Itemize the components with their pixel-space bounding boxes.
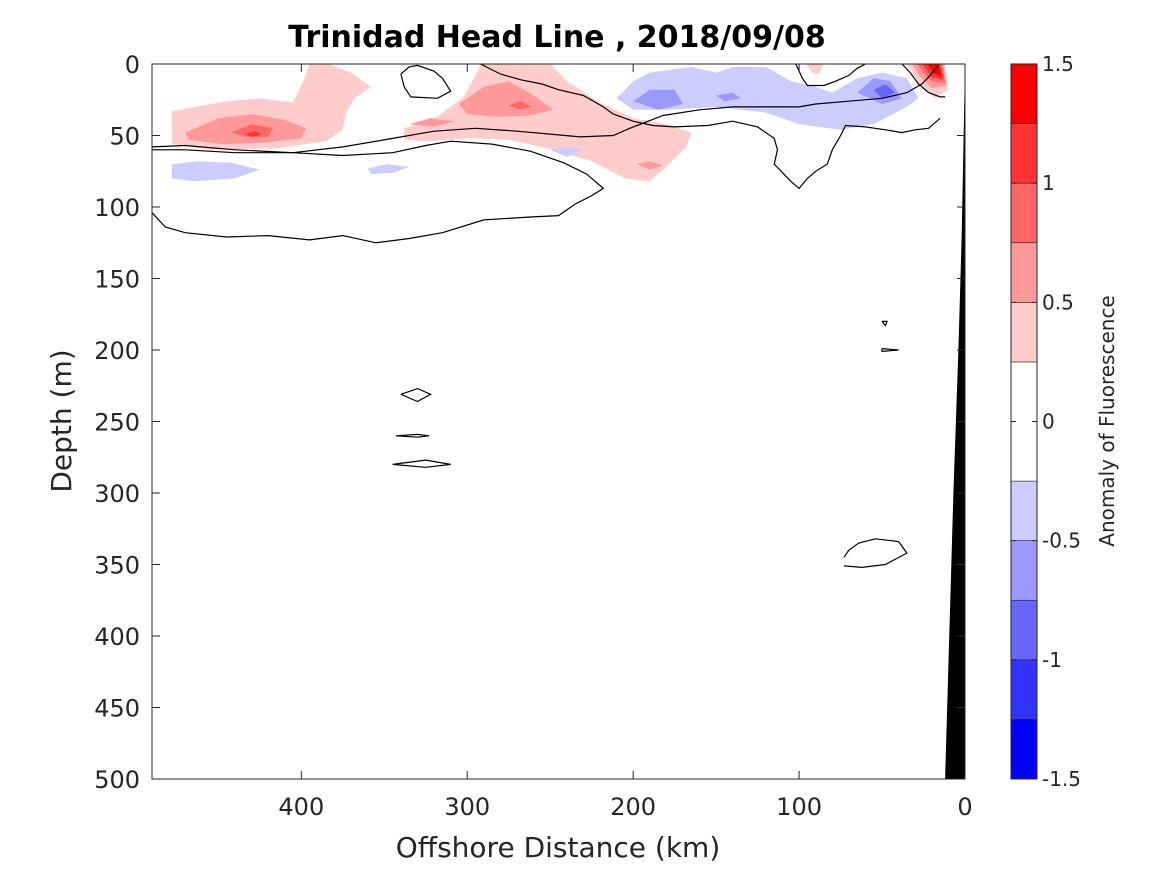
zero-contour-line — [392, 459, 451, 468]
anomaly-fill-layer — [171, 64, 949, 182]
zero-contour-line — [795, 64, 866, 87]
y-tick-label: 300 — [94, 480, 140, 508]
x-tick-label: 100 — [776, 793, 822, 821]
positive-patch-offshore — [244, 131, 262, 137]
zero-contour-line — [901, 64, 946, 98]
y-tick-label: 250 — [94, 409, 140, 437]
positive-patch-mid — [409, 118, 454, 127]
y-tick-label: 100 — [94, 194, 140, 222]
colorbar-label: Anomaly of Fluorescence — [1095, 295, 1119, 546]
positive-patch-offshore — [231, 124, 274, 137]
y-tick-label: 150 — [94, 266, 140, 294]
colorbar-ticks: 1.5 1 0.5 0 -0.5 -1 -1.5 — [1011, 52, 1081, 791]
y-tick-label: 0 — [125, 51, 140, 79]
colorbar-band — [1010, 242, 1038, 303]
zero-contour-line — [152, 140, 605, 244]
negative-patch-nearshore — [716, 92, 741, 102]
y-tick-label: 450 — [94, 695, 140, 723]
x-tick-label: 200 — [610, 793, 656, 821]
positive-patch-small — [805, 64, 824, 74]
zero-contour-line — [480, 64, 941, 190]
positive-patch-mid — [636, 161, 663, 170]
zero-contour-line — [400, 387, 433, 403]
positive-patch-mid — [458, 81, 554, 117]
colorbar-band — [1010, 123, 1038, 184]
colorbar-band — [1010, 599, 1038, 661]
y-tick-label: 400 — [94, 623, 140, 651]
zero-contour-layer — [152, 64, 946, 569]
seafloor-layer — [923, 64, 965, 779]
positive-patch-mid — [508, 101, 532, 110]
colorbar: 1.5 1 0.5 0 -0.5 -1 -1.5 Anomaly of Fluorescen… — [1010, 52, 1119, 791]
colorbar-tick-label: 1.5 — [1042, 52, 1074, 76]
seafloor-mask — [923, 64, 965, 779]
y-tick-label: 50 — [109, 123, 140, 151]
colorbar-band — [1010, 63, 1038, 124]
colorbar-tick-label: 0 — [1042, 410, 1055, 434]
negative-patch-nearshore — [616, 66, 919, 130]
x-tick-label: 0 — [957, 793, 972, 821]
colorbar-tick-label: 0.5 — [1042, 290, 1074, 314]
negative-patch-nearshore — [873, 84, 896, 99]
colorbar-band — [1010, 540, 1038, 601]
y-axis-ticks: 0 50 100 150 200 250 300 350 400 450 500 — [94, 51, 965, 794]
plot-background — [152, 64, 965, 779]
colorbar-tick-label: -1.5 — [1042, 767, 1081, 791]
x-tick-label: 400 — [278, 793, 324, 821]
zero-contour-line — [400, 64, 452, 99]
zero-contour-line — [881, 320, 888, 327]
negative-patch-subsurface — [367, 164, 410, 175]
x-axis-ticks: 400 300 200 100 0 — [278, 64, 973, 821]
colorbar-tick-label: 1 — [1042, 171, 1055, 195]
x-tick-label: 300 — [444, 793, 490, 821]
colorbar-band — [1010, 719, 1038, 780]
negative-patch-nearshore — [633, 89, 683, 110]
colorbar-tick-label: -0.5 — [1042, 529, 1081, 553]
x-axis-label: Offshore Distance (km) — [396, 831, 721, 864]
chart-title: Trinidad Head Line , 2018/09/08 — [288, 20, 825, 55]
negative-patch-subsurface — [171, 161, 260, 182]
zero-contour-line — [152, 65, 939, 154]
y-tick-label: 200 — [94, 337, 140, 365]
colorbar-band — [1010, 182, 1038, 244]
colorbar-band — [1010, 659, 1038, 720]
y-axis-label: Depth (m) — [45, 349, 78, 492]
zero-contour-line — [881, 348, 899, 353]
y-tick-label: 500 — [94, 766, 140, 794]
zero-contour-line — [843, 538, 908, 569]
colorbar-band — [1010, 480, 1038, 541]
colorbar-band — [1010, 302, 1038, 363]
colorbar-tick-label: -1 — [1042, 648, 1062, 672]
zero-contour-line — [395, 433, 430, 438]
negative-patch-subsurface — [550, 146, 584, 157]
y-tick-label: 350 — [94, 552, 140, 580]
